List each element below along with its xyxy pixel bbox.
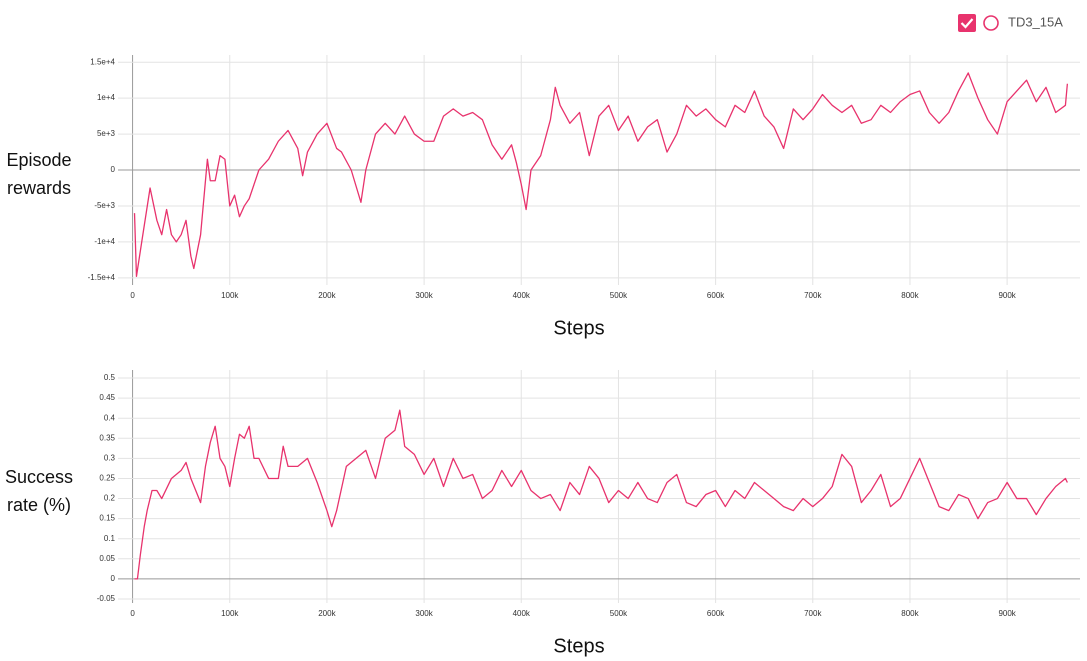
x-tick-label: 0 (130, 609, 135, 618)
chart: 0 100k 200k 300k 400k 500k 600k 700k 800k 900k -0.… (97, 370, 1080, 657)
y-tick-label: 0.5 (104, 373, 116, 382)
legend-label: TD3_15A (1008, 14, 1063, 29)
y-tick-label: 0.2 (104, 494, 116, 503)
y-tick-label: -1.5e+4 (88, 273, 116, 282)
y-tick-label: 0.35 (99, 433, 115, 442)
y-tick-label: 0.45 (99, 393, 115, 402)
x-tick-label: 200k (318, 291, 336, 300)
x-tick-label: 300k (415, 609, 433, 618)
y-tick-label: 0.3 (104, 453, 116, 462)
x-axis-title: Steps (553, 317, 604, 339)
x-axis-title: Steps (553, 635, 604, 657)
y-axis-title: Success rate (%) (4, 467, 74, 515)
y-tick-label: 0.1 (104, 534, 116, 543)
x-tick-label: 800k (901, 291, 919, 300)
x-tick-label: 0 (130, 291, 135, 300)
x-tick-label: 100k (221, 291, 239, 300)
legend-radio[interactable] (983, 15, 999, 31)
x-tick-label: 600k (707, 609, 725, 618)
y-tick-label: 0.4 (104, 413, 116, 422)
x-tick-label: 700k (804, 609, 822, 618)
y-tick-label: -0.05 (97, 594, 116, 603)
legend: TD3_15A (958, 14, 1063, 32)
y-tick-label: 1.5e+4 (90, 57, 115, 66)
x-tick-label: 400k (513, 609, 531, 618)
x-tick-label: 500k (610, 291, 628, 300)
series-line (133, 72, 1069, 278)
y-tick-label: 0.15 (99, 514, 115, 523)
y-tick-label: 0 (111, 574, 116, 583)
x-tick-label: 300k (415, 291, 433, 300)
x-tick-label: 600k (707, 291, 725, 300)
y-tick-label: 1e+4 (97, 93, 116, 102)
x-tick-label: 500k (610, 609, 628, 618)
y-tick-label: 5e+3 (97, 129, 116, 138)
x-tick-label: 200k (318, 609, 336, 618)
x-tick-label: 400k (513, 291, 531, 300)
y-tick-label: -5e+3 (94, 201, 115, 210)
chart: 0 100k 200k 300k 400k 500k 600k 700k 800k 900k -1.… (88, 55, 1080, 339)
series-line (134, 409, 1068, 580)
x-tick-label: 800k (901, 609, 919, 618)
check-icon (960, 18, 974, 29)
y-tick-label: 0.05 (99, 554, 115, 563)
y-tick-label: -1e+4 (94, 237, 115, 246)
legend-checkbox[interactable] (958, 14, 976, 32)
x-tick-label: 900k (998, 609, 1016, 618)
x-tick-label: 100k (221, 609, 239, 618)
y-tick-label: 0.25 (99, 474, 115, 483)
x-tick-label: 900k (998, 291, 1016, 300)
y-tick-label: 0 (111, 165, 116, 174)
x-tick-label: 700k (804, 291, 822, 300)
y-axis-title: Episode rewards (6, 150, 72, 198)
